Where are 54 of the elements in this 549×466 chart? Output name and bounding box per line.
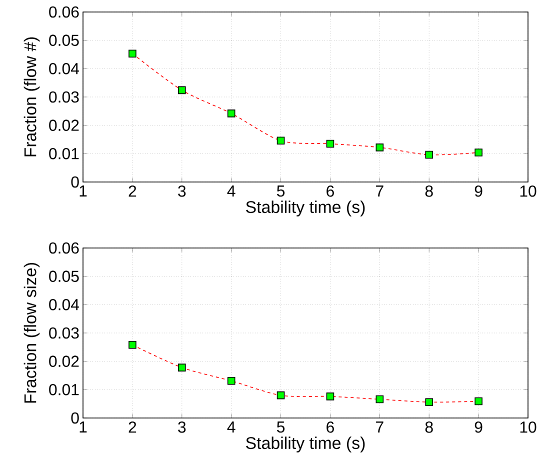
- x-tick-label: 1: [80, 186, 87, 196]
- x-tick-label: 1: [80, 422, 87, 432]
- y-tick-label: 0.04: [49, 63, 80, 74]
- y-axis-title: Fraction (flow #): [24, 37, 40, 156]
- x-tick-label: 10: [520, 422, 536, 433]
- point: [227, 110, 236, 118]
- point: [178, 86, 186, 94]
- point: [474, 148, 482, 156]
- y-tick-label: 0.01: [49, 384, 79, 396]
- y-tick-label: 0.06: [49, 242, 79, 254]
- x-tick-label: 7: [376, 186, 384, 196]
- y-tick-label: 0.05: [49, 34, 79, 46]
- x-tick-label: 3: [178, 186, 186, 197]
- x-tick-label: 4: [227, 186, 236, 196]
- x-tick-label: 4: [227, 422, 236, 432]
- y-tick-label: 0.04: [49, 299, 80, 310]
- y-tick-label: 0.02: [49, 120, 79, 131]
- x-tick-label: 6: [326, 422, 334, 433]
- x-tick-label: 9: [474, 422, 482, 433]
- x-tick-label: 8: [425, 186, 433, 197]
- x-tick-label: 5: [276, 422, 285, 433]
- x-tick-label: 2: [128, 186, 136, 197]
- point: [425, 150, 434, 159]
- x-axis-title: Stability time (s): [246, 436, 365, 452]
- point: [376, 144, 384, 152]
- point: [326, 392, 334, 400]
- point: [376, 395, 384, 404]
- point: [178, 364, 186, 372]
- y-axis-title: Fraction (flow size): [24, 263, 40, 403]
- x-tick-label: 3: [178, 422, 186, 433]
- y-tick-label: 0.06: [49, 6, 79, 18]
- point: [276, 136, 285, 145]
- point: [276, 391, 285, 400]
- point: [128, 340, 136, 349]
- y-tick-label: 0.05: [49, 270, 79, 282]
- point: [474, 397, 482, 406]
- x-tick-label: 5: [276, 186, 285, 197]
- y-tick-label: 0.02: [49, 356, 79, 367]
- x-tick-label: 6: [326, 186, 334, 197]
- y-tick-label: 0: [71, 412, 79, 424]
- x-tick-label: 2: [128, 422, 136, 433]
- y-tick-label: 0.03: [49, 91, 79, 103]
- x-axis-title: Stability time (s): [246, 200, 365, 216]
- y-tick-label: 0.01: [49, 148, 79, 160]
- point: [425, 398, 434, 406]
- x-tick-label: 7: [376, 422, 384, 432]
- point: [128, 50, 136, 58]
- y-tick-label: 0: [71, 176, 79, 188]
- y-tick-label: 0.03: [49, 327, 79, 339]
- x-tick-label: 8: [425, 422, 433, 433]
- point: [326, 140, 334, 148]
- x-tick-label: 9: [474, 186, 482, 197]
- point: [227, 376, 236, 385]
- x-tick-label: 10: [520, 186, 536, 197]
